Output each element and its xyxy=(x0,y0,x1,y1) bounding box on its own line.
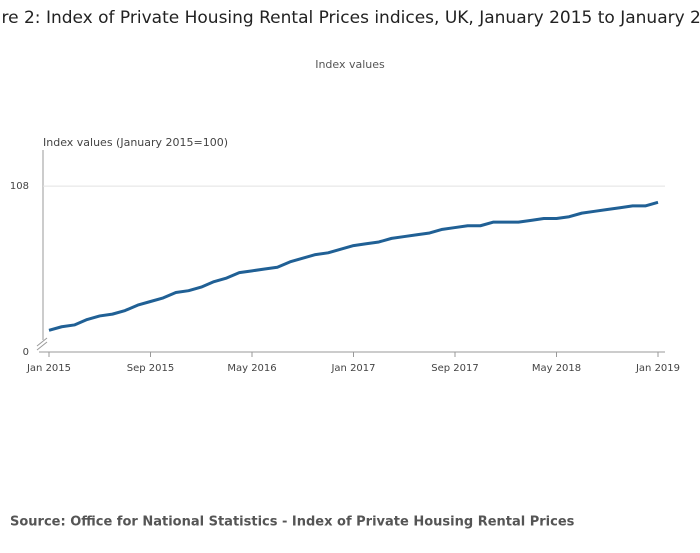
x-tick-label: Sep 2015 xyxy=(127,363,174,374)
x-tick-label: Sep 2017 xyxy=(431,363,478,374)
source-note: Source: Office for National Statistics -… xyxy=(10,515,575,530)
x-tick-label: Jan 2017 xyxy=(330,363,375,374)
y-axis-label: Index values (January 2015=100) xyxy=(43,136,228,149)
x-tick-label: May 2016 xyxy=(227,363,276,374)
chart-title: Figure 2: Index of Private Housing Renta… xyxy=(0,8,700,28)
x-tick-label: Jan 2015 xyxy=(26,363,71,374)
data-line xyxy=(48,200,659,332)
y-tick-label: 0 xyxy=(23,347,29,358)
x-tick-label: May 2018 xyxy=(532,363,581,374)
axis-break xyxy=(36,337,48,347)
x-tick-label: Jan 2019 xyxy=(635,363,680,374)
chart-subtitle: Index values xyxy=(315,58,385,71)
y-tick-label: 108 xyxy=(10,181,29,192)
axis-break xyxy=(36,341,48,351)
